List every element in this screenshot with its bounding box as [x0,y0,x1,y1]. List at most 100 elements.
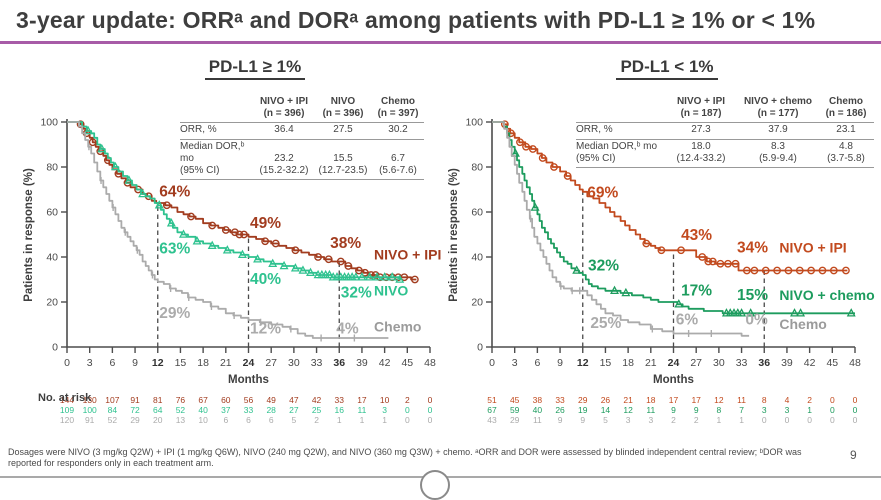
svg-text:0: 0 [405,405,410,415]
svg-text:3: 3 [762,405,767,415]
milestone-label: 25% [590,315,621,332]
svg-text:72: 72 [130,405,140,415]
svg-text:0: 0 [853,405,858,415]
svg-text:60: 60 [471,207,483,219]
svg-text:49: 49 [266,395,276,405]
svg-text:4: 4 [785,395,790,405]
svg-text:130: 130 [83,395,97,405]
svg-text:45: 45 [826,357,838,369]
series-nivo-ipi: 69% 43% 34% NIVO + IPI [492,120,850,275]
milestone-label: 69% [587,184,618,201]
svg-text:9: 9 [671,405,676,415]
svg-text:67: 67 [198,395,208,405]
milestone-label: 63% [159,241,190,258]
svg-text:20: 20 [153,415,163,425]
svg-text:15: 15 [175,357,187,369]
svg-text:13: 13 [176,415,186,425]
milestone-label: 15% [737,287,768,304]
series-name-label: Chemo [374,318,421,334]
svg-text:1: 1 [739,415,744,425]
svg-text:3: 3 [648,415,653,425]
svg-text:11: 11 [646,405,655,415]
svg-text:27: 27 [690,357,702,369]
panel-title-pdl1-ge1: PD-L1 ≥ 1% [160,57,350,80]
svg-text:33: 33 [244,405,254,415]
svg-text:0: 0 [428,395,433,405]
svg-text:26: 26 [555,405,565,415]
svg-text:100: 100 [465,117,483,129]
svg-text:11: 11 [737,395,746,405]
svg-text:48: 48 [849,357,861,369]
svg-text:17: 17 [669,395,679,405]
at-risk-row: 43 29 11 9 9 5 3 3 2 2 1 1 0 0 0 0 0 [487,415,857,425]
svg-text:0: 0 [477,342,483,354]
svg-text:5: 5 [292,415,297,425]
series-chemo: 29% 12% 4% Chemo [67,121,421,342]
svg-text:80: 80 [471,162,483,174]
svg-text:9: 9 [694,405,699,415]
svg-text:60: 60 [221,395,231,405]
table-row: Median DOR,ᵇ mo (95% CI) 23.2 (15.2-32.2) 15… [180,140,424,181]
svg-text:26: 26 [601,395,611,405]
title-underline [0,41,881,44]
y-axis-label: Patients in response (%) [23,168,35,302]
milestone-label: 6% [676,312,699,329]
milestone-label: 32% [588,258,619,275]
svg-text:17: 17 [357,395,367,405]
svg-text:0: 0 [785,415,790,425]
svg-text:1: 1 [382,415,387,425]
svg-text:5: 5 [603,415,608,425]
x-axis-label: Months [653,374,694,386]
svg-text:42: 42 [379,357,391,369]
svg-text:40: 40 [533,405,543,415]
svg-text:12: 12 [623,405,633,415]
svg-text:30: 30 [713,357,725,369]
table-row: ORR, % 27.3 37.9 23.1 [576,123,874,140]
svg-text:3: 3 [785,405,790,415]
svg-text:48: 48 [424,357,436,369]
svg-text:43: 43 [487,415,497,425]
svg-text:52: 52 [108,415,118,425]
svg-text:109: 109 [60,405,74,415]
scrubber-handle[interactable] [420,470,450,500]
svg-text:27: 27 [289,405,299,415]
milestone-label: 34% [737,240,768,257]
svg-text:9: 9 [580,415,585,425]
svg-text:33: 33 [311,357,323,369]
svg-text:0: 0 [807,415,812,425]
milestone-label: 17% [681,282,712,299]
svg-text:18: 18 [197,357,209,369]
svg-text:19: 19 [578,405,588,415]
series-name-label: Chemo [779,316,826,332]
milestone-label: 12% [250,321,281,338]
at-risk-row: 67 59 40 26 19 14 12 11 9 9 8 7 3 3 1 0 0 [487,405,857,415]
svg-text:28: 28 [266,405,276,415]
svg-text:12: 12 [714,395,724,405]
svg-text:42: 42 [312,395,322,405]
slide-title: 3-year update: ORRᵃ and DORᵃ among patie… [16,7,816,33]
milestone-label: 43% [681,227,712,244]
svg-text:36: 36 [758,357,770,369]
svg-text:33: 33 [736,357,748,369]
svg-text:38: 38 [533,395,543,405]
table-header-row: NIVO + IPI (n = 187) NIVO + chemo (n = 177)… [576,95,874,124]
milestone-label: 64% [159,183,190,200]
y-axis-label: Patients in response (%) [448,168,460,302]
svg-text:1: 1 [337,415,342,425]
svg-text:80: 80 [46,162,58,174]
svg-text:14: 14 [601,405,611,415]
series-nivo-chemo: 32% 17% 15% NIVO + chemo [492,121,875,317]
svg-text:20: 20 [46,297,58,309]
svg-text:52: 52 [176,405,186,415]
svg-text:9: 9 [557,357,563,369]
svg-text:2: 2 [807,395,812,405]
svg-text:3: 3 [512,357,518,369]
x-axis-label: Months [228,374,269,386]
svg-text:15: 15 [600,357,612,369]
svg-text:0: 0 [853,395,858,405]
svg-text:91: 91 [130,395,140,405]
svg-text:0: 0 [428,405,433,415]
svg-text:6: 6 [246,415,251,425]
